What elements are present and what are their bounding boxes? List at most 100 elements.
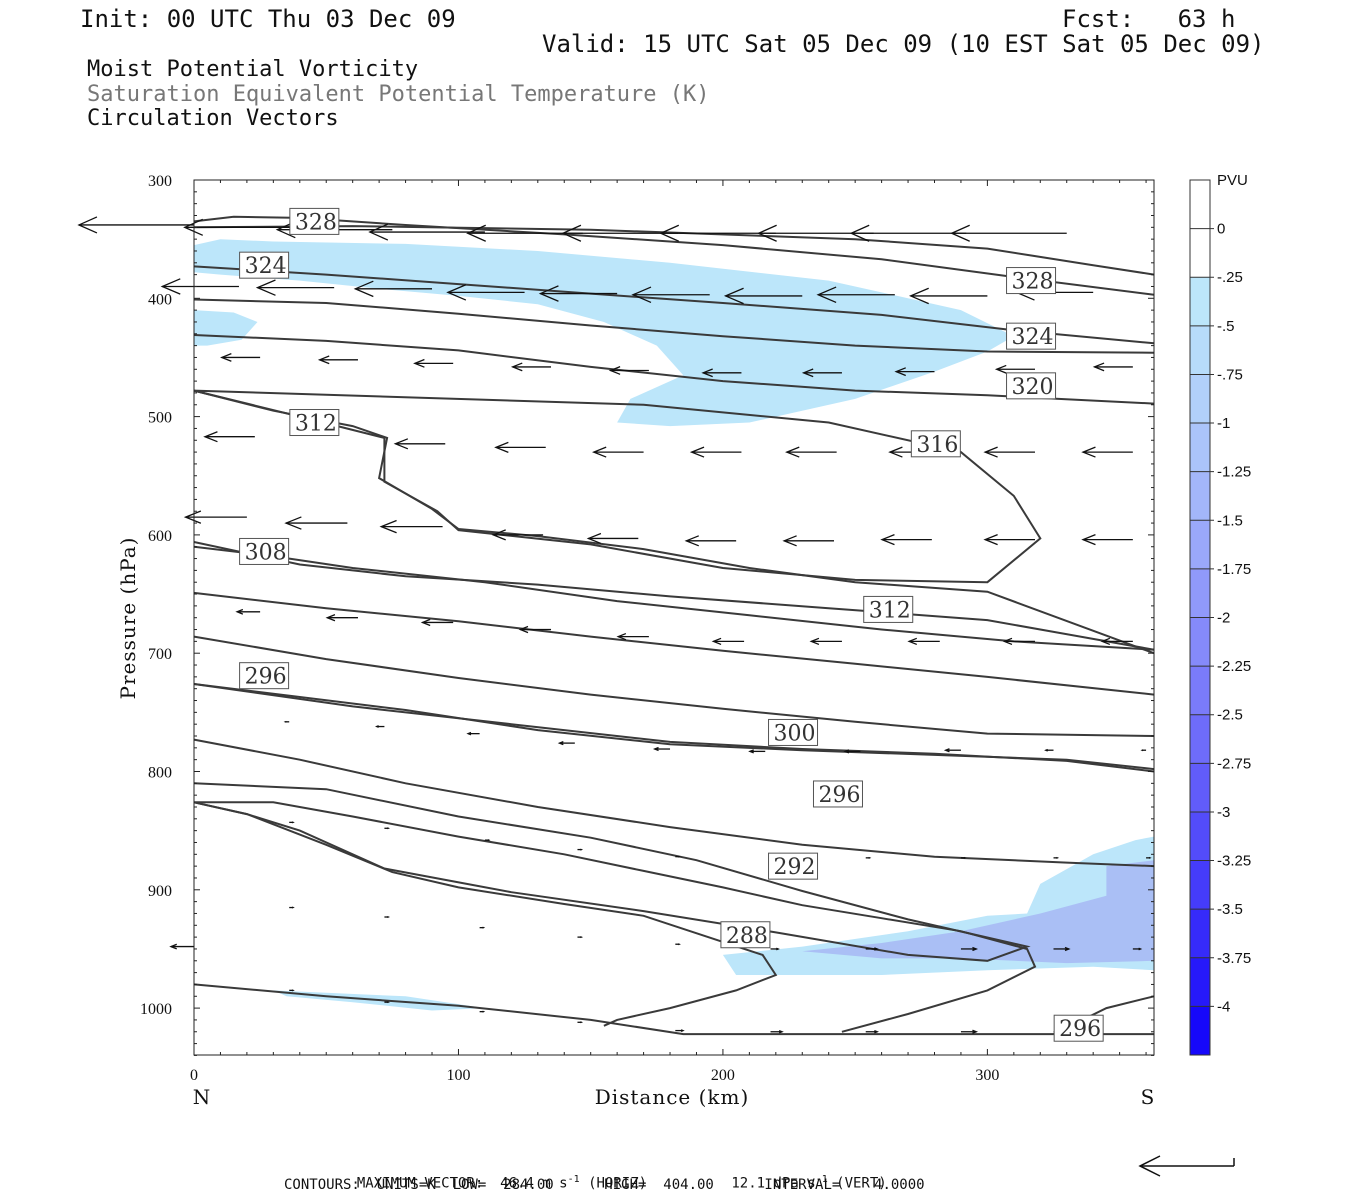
circulation-vector — [1081, 534, 1133, 546]
contour-label: 316 — [910, 430, 961, 458]
circulation-vector — [284, 516, 348, 530]
pv-region — [1106, 860, 1154, 920]
y-tick-label: 800 — [148, 765, 172, 782]
circulation-vector — [289, 989, 295, 992]
circulation-vector — [943, 748, 961, 753]
y-axis-title: Pressure (hPa) — [116, 537, 140, 700]
colorbar-label: -1 — [1217, 415, 1230, 432]
circulation-vector — [770, 1030, 784, 1034]
x-axis-north-label: N — [193, 1085, 212, 1109]
circulation-vector-layer — [77, 216, 1152, 1034]
circulation-vector — [538, 285, 618, 302]
legend-theta-es: Saturation Equivalent Potential Temperat… — [87, 82, 710, 107]
contour-label-text: 296 — [818, 783, 860, 808]
circulation-vector — [368, 223, 485, 241]
colorbar-label: -1.75 — [1217, 561, 1251, 578]
circulation-vector — [907, 637, 940, 646]
circulation-vector — [960, 856, 967, 859]
circulation-vector — [748, 749, 766, 754]
legend-vectors: Circulation Vectors — [87, 106, 339, 131]
circulation-vector — [466, 731, 480, 736]
circulation-vector — [652, 746, 671, 752]
circulation-vector — [183, 510, 247, 524]
circulation-vector — [960, 946, 979, 952]
colorbar-swatch — [1190, 666, 1210, 716]
contour-label-text: 300 — [774, 721, 816, 746]
theta-contour — [193, 683, 1155, 771]
contour-label: 324 — [239, 251, 290, 279]
circulation-vector — [446, 284, 525, 301]
theta-contour — [193, 265, 1155, 345]
reference-vector-arrow — [1138, 1155, 1235, 1177]
contour-label-text: 324 — [245, 254, 287, 279]
circulation-vector — [1146, 856, 1152, 859]
circulation-vector — [909, 287, 988, 305]
circulation-vector — [608, 366, 649, 375]
y-tick-label: 700 — [148, 646, 172, 663]
colorbar-label: -2 — [1217, 610, 1230, 627]
circulation-vector — [880, 534, 932, 546]
circulation-vector — [235, 608, 261, 615]
y-tick-label: 600 — [148, 528, 172, 545]
theta-contour — [194, 801, 1037, 1033]
colorbar-label: -1.5 — [1217, 512, 1243, 529]
circulation-vector — [1002, 637, 1035, 646]
circulation-vector — [616, 632, 649, 641]
contour-label: 300 — [768, 718, 819, 746]
circulation-vector — [865, 947, 879, 951]
circulation-vector — [160, 278, 239, 295]
valid-time: Valid: 15 UTC Sat 05 Dec 09 (10 EST Sat … — [542, 30, 1265, 58]
circulation-vector — [384, 916, 390, 918]
theta-contour — [193, 782, 1031, 962]
circulation-vector — [675, 943, 681, 946]
circulation-vector — [1053, 856, 1060, 859]
circulation-vector — [1100, 637, 1133, 646]
circulation-vector — [801, 368, 842, 378]
circulation-vector — [255, 279, 335, 296]
colorbar-label: -2.25 — [1217, 658, 1251, 675]
x-axis-title: Distance (km) — [595, 1085, 750, 1109]
pv-region — [194, 310, 258, 346]
circulation-vector — [420, 618, 454, 627]
contour-label-text: 296 — [1059, 1017, 1101, 1042]
colorbar-swatch — [1190, 180, 1210, 229]
circulation-vector — [1053, 946, 1071, 952]
contour-label-text: 312 — [295, 412, 337, 437]
circulation-vector — [494, 441, 546, 453]
contour-label-text: 320 — [1012, 375, 1054, 400]
theta-contour — [193, 389, 1155, 655]
circulation-vector — [183, 218, 300, 236]
circulation-vector — [325, 614, 358, 622]
colorbar-label: -2.75 — [1217, 755, 1251, 772]
circulation-vector — [353, 280, 433, 298]
circulation-vector — [782, 535, 834, 547]
theta-contour — [193, 683, 1155, 773]
colorbar-swatch — [1190, 568, 1210, 618]
colorbar-swatch — [1190, 763, 1210, 813]
circulation-vector — [785, 446, 837, 458]
colorbar: PVU 0 -.25 -.5 -.75 -1 -1.25 -1.5 -1.75 -2 -2.25 -2… — [1189, 172, 1251, 1056]
circulation-vector — [384, 827, 390, 830]
contour-label-layer: 328 328 324 324 320 316 312 312 308 296 300 296 292 2… — [239, 207, 1104, 1042]
circulation-vector — [684, 535, 737, 547]
contour-label: 296 — [812, 780, 863, 808]
colorbar-swatch — [1190, 957, 1210, 1007]
pv-region — [194, 239, 1014, 427]
circulation-vector — [983, 446, 1035, 458]
circulation-vector — [1081, 446, 1133, 458]
y-tick-label: 1000 — [140, 1001, 172, 1018]
legend-pv: Moist Potential Vorticity — [87, 57, 419, 82]
theta-contour — [193, 298, 1155, 354]
circulation-vector — [289, 906, 295, 909]
contour-label: 292 — [768, 852, 819, 880]
contour-label-text: 296 — [245, 665, 287, 690]
colorbar-swatch — [1190, 471, 1210, 521]
circulation-vector — [561, 224, 678, 242]
circulation-vector — [631, 286, 710, 304]
circulation-vector — [379, 519, 443, 534]
colorbar-swatch — [1190, 374, 1210, 424]
circulation-vector — [723, 287, 803, 305]
x-tick-label: 100 — [446, 1067, 470, 1084]
colorbar-label: -3 — [1217, 804, 1230, 821]
